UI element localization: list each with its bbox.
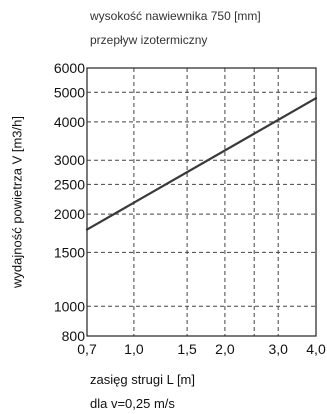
y-tick-label: 1000	[54, 298, 85, 314]
series-line	[85, 97, 318, 231]
plot-frame	[86, 67, 317, 337]
footer-note: dla v=0,25 m/s	[90, 396, 175, 411]
y-tick-label: 800	[62, 328, 86, 344]
y-tick-label: 6000	[54, 60, 85, 76]
series-layer	[85, 97, 318, 231]
header-line-1: wysokość nawiewnika 750 [mm]	[89, 9, 261, 23]
y-axis-label: wydajność powietrza V [m3/h]	[9, 116, 24, 289]
x-axis-label: zasięg strugi L [m]	[90, 372, 195, 387]
y-tick-label: 1500	[54, 244, 85, 260]
x-tick-label: 1,0	[124, 341, 144, 357]
grid-lines	[87, 68, 316, 336]
header-line-2: przepływ izotermiczny	[90, 33, 207, 47]
y-tick-label: 5000	[54, 84, 85, 100]
y-tick-label: 2000	[54, 206, 85, 222]
y-tick-labels: 800 1000 1500 2000 2500 3000 4000 5000 6000	[54, 60, 85, 344]
x-tick-label: 4,0	[306, 341, 326, 357]
x-tick-label: 1,5	[177, 341, 197, 357]
x-tick-label: 2,0	[215, 341, 235, 357]
y-tick-label: 2500	[54, 176, 85, 192]
x-tick-labels: 0,7 1,0 1,5 2,0 3,0 4,0	[77, 341, 326, 357]
x-tick-label: 3,0	[268, 341, 288, 357]
x-tick-label: 0,7	[77, 341, 97, 357]
y-tick-label: 3000	[54, 152, 85, 168]
y-tick-label: 4000	[54, 114, 85, 130]
